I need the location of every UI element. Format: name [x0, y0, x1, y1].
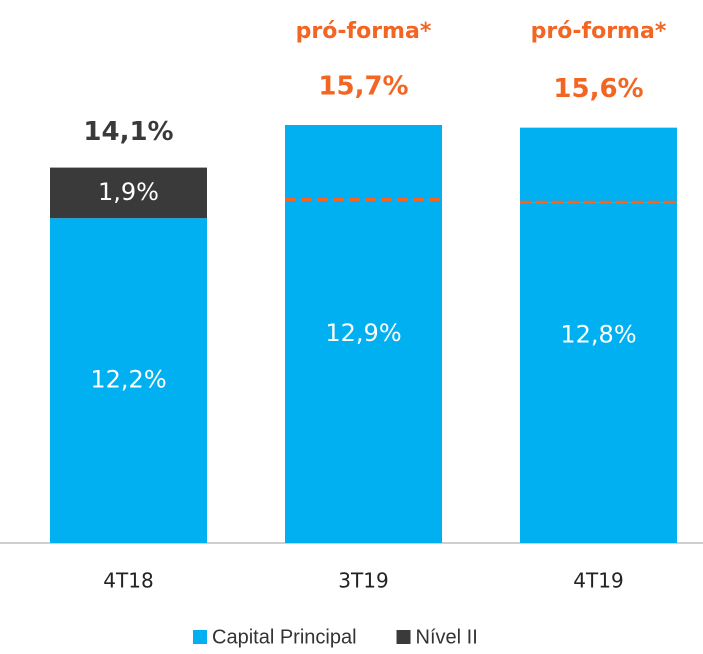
- bar-segment: [50, 218, 207, 544]
- annotation: pró-forma*: [296, 19, 432, 44]
- total-label: 14,1%: [83, 117, 173, 147]
- value-label: 12,8%: [560, 320, 636, 348]
- annotation: pró-forma*: [531, 19, 667, 44]
- value-label: 12,9%: [325, 319, 401, 347]
- total-label: 15,6%: [553, 74, 643, 104]
- legend-swatch: [193, 630, 207, 644]
- pro-forma-segment: [285, 124, 442, 200]
- legend-label: Capital Principal: [212, 626, 357, 648]
- legend-swatch: [396, 630, 411, 644]
- pro-forma-segment: [520, 127, 677, 203]
- x-tick-label: 4T19: [573, 569, 623, 593]
- legend-label: Nível II: [416, 626, 478, 648]
- bar-segment: [520, 202, 677, 543]
- total-label: 15,7%: [318, 71, 408, 101]
- x-tick-label: 3T19: [338, 569, 388, 593]
- value-label: 1,9%: [98, 178, 159, 206]
- x-tick-label: 4T18: [103, 569, 153, 593]
- value-label: 12,2%: [90, 366, 166, 394]
- bar-segment: [285, 199, 442, 543]
- bar-segment: [50, 167, 207, 219]
